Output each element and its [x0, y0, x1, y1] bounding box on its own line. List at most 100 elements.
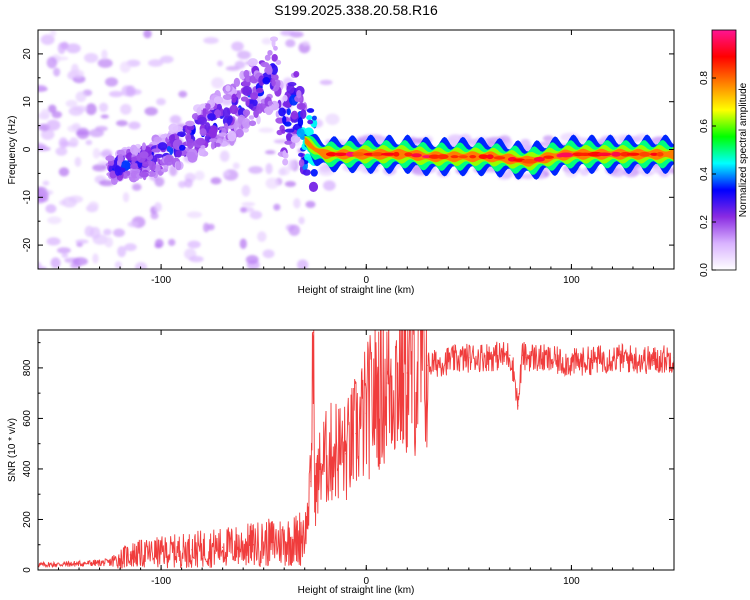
noise-blob: [92, 164, 107, 172]
noise-blob: [265, 177, 279, 189]
snr-point: [355, 432, 357, 435]
noise-blob: [143, 30, 152, 39]
noise-blob: [220, 98, 233, 106]
y-tick-label: 600: [22, 410, 33, 427]
noise-blob: [239, 238, 247, 250]
noise-blob: [178, 180, 187, 188]
signal-blob: [105, 155, 115, 162]
carrier-hotspot: [345, 151, 356, 157]
noise-blob: [293, 197, 301, 209]
noise-blob: [284, 181, 297, 188]
signal-blob: [290, 135, 301, 144]
signal-blob: [248, 120, 257, 127]
snr-point: [273, 541, 275, 543]
noise-blob: [62, 196, 77, 208]
colorbar: 0.0 0.2 0.4 0.6 0.8 Normalized spectral ampl…: [699, 29, 749, 277]
signal-blob: [139, 171, 149, 178]
signal-blob: [227, 130, 237, 142]
noise-blob: [53, 67, 61, 77]
snr-point: [525, 357, 527, 359]
noise-blob: [38, 84, 47, 90]
noise-blob: [89, 226, 101, 239]
noise-blob: [47, 216, 62, 225]
signal-blob: [175, 160, 182, 171]
snr-point: [521, 354, 523, 356]
noise-blob: [265, 163, 273, 175]
signal-blob: [151, 148, 161, 153]
snr-point: [396, 377, 398, 379]
signal-blob: [163, 155, 174, 166]
carrier-hotspot: [371, 152, 384, 157]
carrier-band: [304, 136, 674, 167]
noise-blob: [156, 98, 166, 106]
signal-blob: [161, 168, 169, 173]
signal-blob: [249, 92, 259, 100]
signal-blob: [129, 163, 140, 170]
snr-point: [129, 554, 131, 556]
noise-blob: [97, 160, 107, 166]
y-tick-label: 10: [22, 96, 33, 108]
noise-blob: [169, 114, 182, 125]
signal-blob: [240, 96, 249, 102]
noise-blob: [92, 147, 101, 159]
snr-point: [591, 359, 593, 361]
signal-blob: [286, 108, 291, 116]
signal-blob: [256, 103, 263, 114]
noise-blob: [194, 170, 205, 181]
signal-blob: [222, 107, 231, 118]
carrier-hotspot: [325, 152, 337, 157]
signal-blob: [248, 103, 254, 110]
noise-blob: [237, 50, 251, 60]
halo-blob: [651, 137, 660, 144]
signal-blob: [311, 115, 317, 121]
snr-trace: [38, 330, 674, 569]
noise-blob: [240, 206, 247, 213]
signal-blob: [222, 93, 233, 100]
spectrogram-ylabel: Frequency (Hz): [7, 116, 18, 185]
carrier-hotspot: [428, 154, 441, 159]
carrier-hotspot: [533, 156, 545, 162]
noise-blob: [50, 257, 61, 269]
noise-blob: [264, 150, 276, 155]
carrier-hotspot: [611, 151, 622, 157]
noise-blob: [319, 79, 333, 86]
noise-blob: [68, 69, 85, 79]
noise-blob: [297, 259, 309, 269]
snr-point: [365, 412, 367, 414]
noise-blob: [184, 178, 193, 188]
signal-blob: [248, 115, 255, 120]
carrier-hotspot: [411, 153, 422, 158]
snr-point: [314, 493, 316, 495]
signal-blob: [243, 69, 250, 78]
noise-blob: [258, 127, 274, 133]
figure-title: S199.2025.338.20.58.R16: [274, 2, 438, 18]
noise-blob: [325, 113, 340, 125]
signal-blob: [210, 141, 216, 150]
noise-blob: [56, 247, 71, 254]
noise-blob: [241, 184, 251, 197]
noise-blob: [38, 261, 42, 269]
carrier-hotspot: [638, 151, 651, 157]
carrier-hotspot: [333, 152, 348, 157]
signal-blob: [209, 138, 218, 143]
noise-blob: [280, 30, 296, 36]
signal-blob: [207, 113, 216, 121]
noise-blob: [65, 43, 81, 54]
noise-blob: [104, 236, 114, 248]
signal-blob: [258, 75, 265, 86]
noise-blob: [117, 245, 127, 258]
signal-blob: [267, 50, 273, 56]
signal-blob: [218, 132, 227, 137]
noise-blob: [108, 90, 124, 98]
signal-blob: [269, 36, 279, 42]
y-tick-label: -20: [22, 237, 33, 252]
noise-blob: [55, 147, 68, 156]
noise-blob: [232, 162, 240, 170]
carrier-hotspot: [597, 152, 612, 157]
signal-blob: [231, 93, 237, 103]
noise-blob: [46, 237, 61, 246]
y-tick-label: 800: [22, 359, 33, 376]
signal-blob: [300, 109, 307, 119]
snr-point: [517, 405, 519, 407]
